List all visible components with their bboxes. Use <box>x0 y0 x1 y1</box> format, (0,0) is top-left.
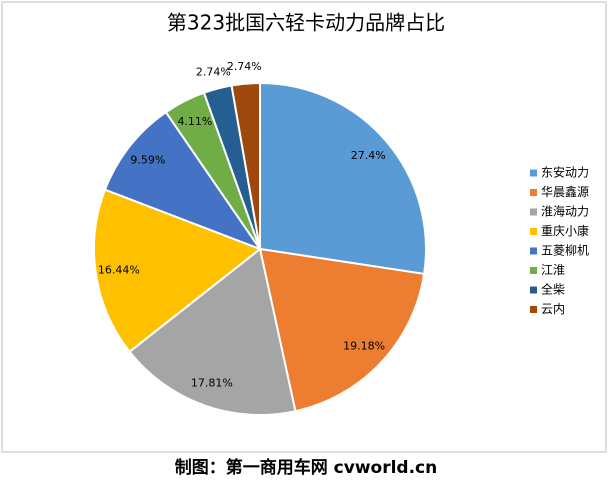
legend-swatch <box>530 228 537 235</box>
data-label: 2.74% <box>227 60 262 73</box>
pie-slice <box>93 188 263 354</box>
legend-label: 淮海动力 <box>541 204 589 219</box>
legend-swatch <box>530 169 537 177</box>
data-label: 19.18% <box>343 340 385 353</box>
legend-swatch <box>530 208 537 216</box>
data-label: 16.44% <box>98 263 140 276</box>
legend-label: 重庆小康 <box>541 223 589 238</box>
data-label: 2.74% <box>196 65 231 78</box>
legend-swatch <box>530 286 537 294</box>
chart-title: 第323批国六轻卡动力品牌占比 <box>167 11 445 35</box>
pie-slice <box>230 81 261 250</box>
pie-slice <box>128 247 297 416</box>
data-label: 27.4% <box>351 149 386 162</box>
pie-slice <box>259 81 427 276</box>
legend-label: 东安动力 <box>541 165 589 180</box>
pie-slice <box>258 247 426 413</box>
data-label: 9.59% <box>130 154 165 167</box>
legend-label: 云内 <box>541 302 565 316</box>
data-label: 17.81% <box>191 376 233 389</box>
legend-label: 全柴 <box>541 282 565 297</box>
legend-swatch <box>530 247 537 255</box>
legend-swatch <box>530 267 537 274</box>
legend-swatch <box>530 306 537 313</box>
data-label: 4.11% <box>177 115 212 128</box>
legend-label: 华晨鑫源 <box>541 184 589 199</box>
legend-label: 五菱柳机 <box>541 244 589 258</box>
credit: 制图：第一商用车网 cvworld.cn <box>175 457 437 478</box>
legend-label: 江淮 <box>541 263 565 277</box>
pie-slice <box>103 110 263 252</box>
legend-swatch <box>530 189 537 196</box>
